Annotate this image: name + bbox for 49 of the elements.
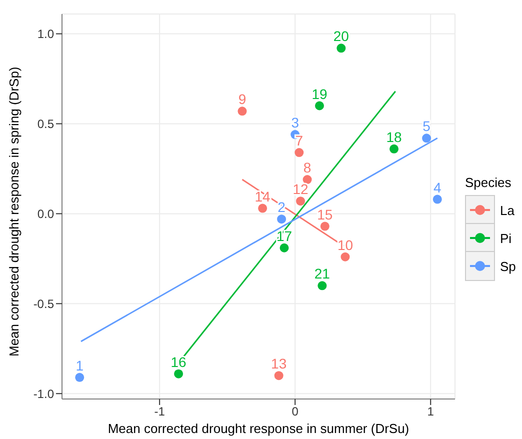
x-axis-title: Mean corrected drought response in summer (DrSu) [108,421,410,436]
y-tick-label: 1.0 [37,27,54,42]
point [422,134,432,143]
x-tick-label: -1 [154,404,166,419]
annotation: 16 [170,354,187,370]
annotation: 21 [314,266,330,282]
point [277,214,286,224]
legend-label: La [500,202,514,218]
point [294,148,304,158]
annotation: 10 [337,236,354,253]
x-tick-label: 1 [427,404,434,419]
annotation: 3 [291,114,300,131]
point [280,243,289,252]
point [174,369,184,378]
annotation: 8 [303,160,312,176]
annotation: 7 [295,132,304,149]
point [258,204,268,213]
annotation: 5 [422,118,431,134]
y-axis-title: Mean corrected drought response in spring (DrSp) [6,66,22,356]
y-tick-label: -1.0 [33,386,54,401]
annotation: 18 [386,128,402,145]
point [75,372,84,382]
point [318,281,327,290]
point [238,106,247,116]
y-tick-label: -0.5 [33,296,54,311]
annotation: 19 [312,86,328,102]
legend-label: Sp [500,258,516,274]
legend-label: Pi [500,230,512,246]
point [302,175,312,184]
y-tick-label: 0.0 [37,206,54,221]
annotation: 12 [292,181,309,198]
point [340,252,350,262]
annotation: 15 [317,206,333,222]
point [390,144,399,154]
annotation: 1 [76,357,84,374]
legend-title: Species [465,175,512,190]
point [336,44,346,53]
annotation: 9 [238,91,246,108]
point [274,371,284,380]
x-tick-label: 0 [292,404,299,419]
point [314,101,324,110]
point [432,194,442,204]
annotation: 4 [433,179,442,196]
annotation: 20 [333,28,350,44]
y-tick-label: 0.5 [37,117,54,132]
annotation: 13 [271,356,287,372]
point [296,196,306,206]
point [320,222,330,231]
annotation: 14 [254,188,271,204]
